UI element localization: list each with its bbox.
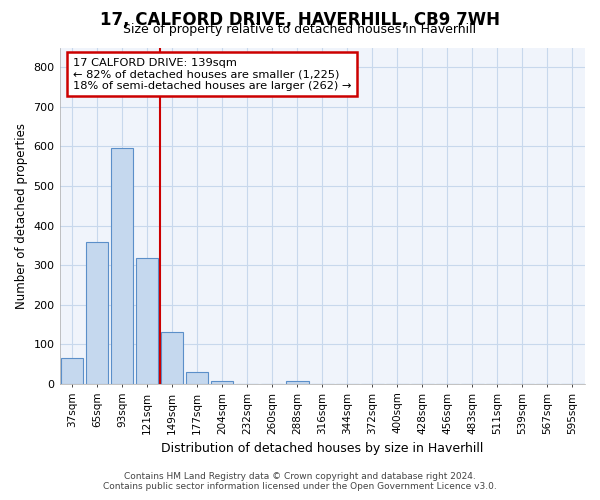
Bar (186, 372, 208, 384)
Bar (286, 380, 308, 384)
Bar (136, 258, 158, 384)
Bar (161, 332, 184, 384)
Text: 17 CALFORD DRIVE: 139sqm
← 82% of detached houses are smaller (1,225)
18% of sem: 17 CALFORD DRIVE: 139sqm ← 82% of detach… (73, 58, 351, 91)
Y-axis label: Number of detached properties: Number of detached properties (15, 122, 28, 308)
Text: Size of property relative to detached houses in Haverhill: Size of property relative to detached ho… (124, 22, 476, 36)
Bar (211, 380, 233, 384)
Text: Contains HM Land Registry data © Crown copyright and database right 2024.
Contai: Contains HM Land Registry data © Crown c… (103, 472, 497, 491)
Bar (111, 148, 133, 384)
Bar (61, 358, 83, 384)
Text: 17, CALFORD DRIVE, HAVERHILL, CB9 7WH: 17, CALFORD DRIVE, HAVERHILL, CB9 7WH (100, 11, 500, 29)
Bar (86, 242, 109, 384)
X-axis label: Distribution of detached houses by size in Haverhill: Distribution of detached houses by size … (161, 442, 484, 455)
